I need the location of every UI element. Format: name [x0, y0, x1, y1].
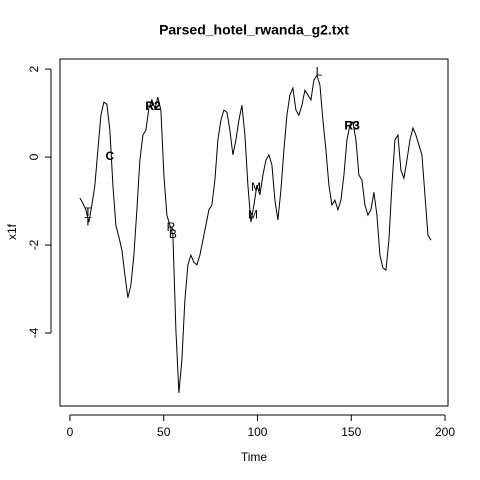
annotation: R2 [145, 99, 161, 113]
y-tick-label: -2 [27, 239, 41, 250]
annotation: B [169, 227, 177, 241]
x-axis-label: Time [241, 450, 268, 464]
y-tick-label: 0 [27, 153, 41, 160]
annotation: R3 [344, 118, 360, 132]
x-tick-label: 50 [157, 425, 171, 439]
x-tick-label: 150 [341, 425, 361, 439]
annotation: R [167, 220, 176, 234]
annotation: M [251, 180, 261, 194]
y-axis-label: x1f [5, 223, 19, 240]
annotation: M [248, 207, 258, 221]
annotation: R3 [344, 118, 360, 132]
annotation: C [106, 149, 115, 163]
y-tick-label: 2 [27, 65, 41, 72]
annotation: T [84, 205, 92, 219]
annotation: T [84, 214, 92, 228]
x-tick-label: 0 [67, 425, 74, 439]
plot-frame [59, 58, 449, 407]
y-tick-label: -4 [27, 327, 41, 338]
x-tick-label: 200 [435, 425, 455, 439]
chart-title: Parsed_hotel_rwanda_g2.txt [159, 22, 349, 38]
annotation: R2 [145, 99, 161, 113]
annotation: L [316, 64, 323, 78]
x-tick-label: 100 [247, 425, 267, 439]
data-line [79, 74, 432, 393]
